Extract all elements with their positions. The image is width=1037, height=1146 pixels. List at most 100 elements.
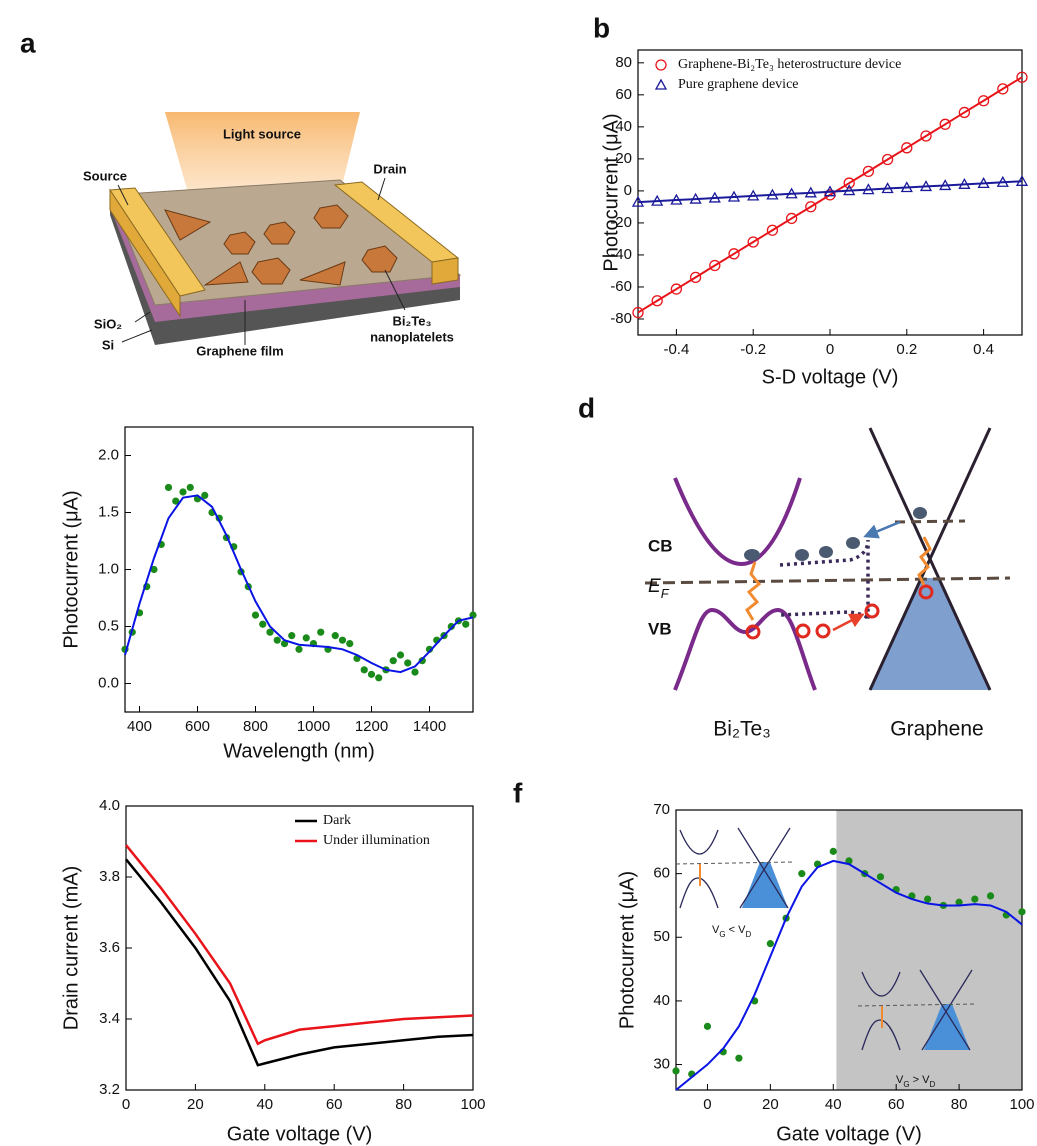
data-point — [704, 1023, 711, 1030]
data-point — [656, 60, 666, 70]
data-point — [165, 484, 172, 491]
x-tick-label: 1000 — [297, 718, 330, 735]
data-point — [971, 895, 978, 902]
y-tick-label: 30 — [653, 1056, 670, 1073]
y-tick-label: 60 — [615, 86, 632, 103]
fermi-level — [645, 578, 1010, 583]
x-tick-label: 600 — [185, 718, 210, 735]
panel-label: f — [513, 777, 523, 808]
y-tick-label: 70 — [653, 801, 670, 818]
panel-label: b — [593, 12, 610, 43]
x-tick-label: 100 — [460, 1096, 485, 1113]
legend-label: Graphene-Bi₂Te₃ heterostructure device — [678, 57, 901, 72]
band-diagram-d: d CB EF VB Bi₂Te₃ Graphene — [578, 392, 1010, 740]
label: SiO₂ — [94, 316, 122, 331]
x-tick-label: 1200 — [355, 718, 388, 735]
data-line — [125, 495, 473, 672]
data-point — [798, 870, 805, 877]
data-point — [656, 80, 666, 89]
data-point — [259, 621, 266, 628]
y-tick-label: 3.4 — [99, 1010, 120, 1027]
x-tick-label: 60 — [888, 1096, 905, 1113]
panel-label: a — [20, 27, 36, 58]
label-part: F — [661, 586, 670, 601]
inset — [676, 828, 792, 908]
data-point — [339, 637, 346, 644]
y-tick-label: 3.6 — [99, 939, 120, 956]
label: VB — [648, 619, 672, 638]
y-tick-label: 4.0 — [99, 797, 120, 814]
y-axis-title: Photocurrent (μA) — [600, 113, 622, 271]
x-tick-label: 0 — [826, 341, 834, 358]
data-point — [179, 488, 186, 495]
data-point — [346, 640, 353, 647]
y-tick-label: 3.8 — [99, 868, 120, 885]
data-point — [252, 612, 259, 619]
y-tick-label: 40 — [653, 992, 670, 1009]
arrow — [833, 615, 862, 630]
y-axis-title: Photocurrent (μA) — [60, 490, 82, 648]
legend-label: Pure graphene device — [678, 77, 799, 92]
valence-band — [675, 610, 815, 690]
y-tick-label: 60 — [653, 865, 670, 882]
label-part: E — [648, 576, 661, 597]
y-tick-label: 50 — [653, 928, 670, 945]
data-point — [295, 646, 302, 653]
data-line — [638, 181, 1022, 202]
data-point — [390, 657, 397, 664]
electrons — [744, 507, 927, 561]
inset-label-part: > V — [910, 1074, 931, 1086]
drain-electrode-side — [432, 258, 458, 284]
y-tick-label: 2.0 — [98, 446, 119, 463]
inset-label-part: D — [929, 1080, 935, 1089]
label: Graphene film — [196, 343, 283, 358]
x-tick-label: 0.4 — [973, 341, 994, 358]
y-axis-title: Photocurrent (μA) — [616, 871, 638, 1029]
inset-label-part: D — [745, 930, 751, 939]
inset-ef — [676, 862, 792, 864]
x-tick-label: 100 — [1009, 1096, 1034, 1113]
data-line — [126, 845, 473, 1044]
data-point — [987, 892, 994, 899]
data-point — [361, 666, 368, 673]
data-point — [1018, 908, 1025, 915]
inset-label: VG < VD — [712, 924, 751, 939]
x-tick-label: -0.2 — [740, 341, 766, 358]
data-point — [830, 848, 837, 855]
data-point — [274, 637, 281, 644]
data-point — [924, 895, 931, 902]
label: EF — [648, 576, 670, 601]
data-point — [375, 674, 382, 681]
y-tick-label: 0.5 — [98, 617, 119, 634]
x-axis-title: Gate voltage (V) — [776, 1123, 922, 1145]
legend-label: Dark — [323, 813, 351, 828]
y-tick-label: 1.0 — [98, 560, 119, 577]
inset-band — [680, 830, 718, 854]
label: Graphene — [890, 718, 983, 741]
panel-label: d — [578, 392, 595, 423]
y-tick-label: -60 — [610, 278, 632, 295]
label: Source — [83, 168, 127, 183]
data-point — [187, 484, 194, 491]
label: Si — [102, 337, 114, 352]
label: CB — [648, 536, 673, 555]
x-tick-label: 20 — [762, 1096, 779, 1113]
y-tick-label: 1.5 — [98, 503, 119, 520]
y-tick-label: 80 — [615, 54, 632, 71]
y-tick-label: 0.0 — [98, 674, 119, 691]
x-tick-label: -0.4 — [663, 341, 689, 358]
data-line — [126, 859, 473, 1065]
y-axis-title: Drain current (mA) — [60, 866, 82, 1030]
data-point — [288, 632, 295, 639]
level — [895, 521, 965, 522]
figure: a Light source Source Drain SiO₂ Si Grap… — [0, 0, 1037, 1146]
arrow — [866, 522, 900, 536]
x-tick-label: 1400 — [413, 718, 446, 735]
legend-label: Under illumination — [323, 833, 430, 848]
label: Bi₂Te₃ — [713, 718, 771, 741]
y-tick-label: 3.2 — [99, 1081, 120, 1098]
label: Light source — [223, 126, 301, 141]
label: Bi₂Te₃ — [393, 313, 432, 328]
data-point — [672, 1067, 679, 1074]
data-point — [735, 1055, 742, 1062]
